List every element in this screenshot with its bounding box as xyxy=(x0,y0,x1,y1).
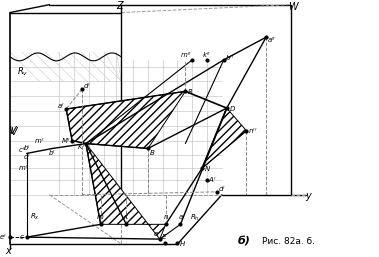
Text: $E$: $E$ xyxy=(161,232,168,241)
Text: $c$: $c$ xyxy=(19,233,25,241)
Text: x: x xyxy=(5,246,11,256)
Text: Рис. 82а. б.: Рис. 82а. б. xyxy=(262,237,315,246)
Text: $a''$: $a''$ xyxy=(268,35,277,45)
Text: $e'$: $e'$ xyxy=(0,232,7,242)
Text: $K'$: $K'$ xyxy=(77,142,85,152)
Text: $e$: $e$ xyxy=(153,230,159,238)
Text: $R_h$: $R_h$ xyxy=(190,212,200,223)
Text: V: V xyxy=(8,126,16,136)
Polygon shape xyxy=(86,144,166,239)
Text: $N$: $N$ xyxy=(204,164,211,173)
Text: $B$: $B$ xyxy=(149,148,155,157)
Text: W: W xyxy=(288,2,298,12)
Text: $c''$: $c''$ xyxy=(19,145,27,155)
Text: $b''$: $b''$ xyxy=(225,53,235,63)
Text: б): б) xyxy=(238,236,251,246)
Text: $M'$: $M'$ xyxy=(61,136,71,146)
Text: $R_x$: $R_x$ xyxy=(30,211,39,222)
Text: $H$: $H$ xyxy=(179,238,186,247)
Text: $c'$: $c'$ xyxy=(23,152,30,162)
Text: Z: Z xyxy=(116,1,123,11)
Text: $a'$: $a'$ xyxy=(57,101,65,111)
Text: $d'$: $d'$ xyxy=(83,81,91,91)
Polygon shape xyxy=(66,91,185,149)
Text: $a$: $a$ xyxy=(177,213,183,222)
Text: $m''$: $m''$ xyxy=(180,50,192,60)
Text: $m$: $m$ xyxy=(97,213,105,222)
Text: $\kappa$: $\kappa$ xyxy=(123,213,129,222)
Text: y: y xyxy=(305,191,312,201)
Text: $n''$: $n''$ xyxy=(247,126,257,136)
Polygon shape xyxy=(202,108,246,168)
Text: $R_v$: $R_v$ xyxy=(17,65,28,78)
Text: $m'$: $m'$ xyxy=(34,136,45,146)
Text: $n$: $n$ xyxy=(163,213,169,222)
Text: $m'$: $m'$ xyxy=(18,163,28,173)
Text: $b'$: $b'$ xyxy=(23,143,31,153)
Text: $A'$: $A'$ xyxy=(208,175,218,185)
Text: $k''$: $k''$ xyxy=(202,50,211,60)
Text: $d'$: $d'$ xyxy=(218,184,226,194)
Text: $b'$: $b'$ xyxy=(48,148,56,158)
Text: $R$: $R$ xyxy=(187,87,193,96)
Text: $V$: $V$ xyxy=(10,125,20,137)
Text: $D$: $D$ xyxy=(229,104,236,113)
